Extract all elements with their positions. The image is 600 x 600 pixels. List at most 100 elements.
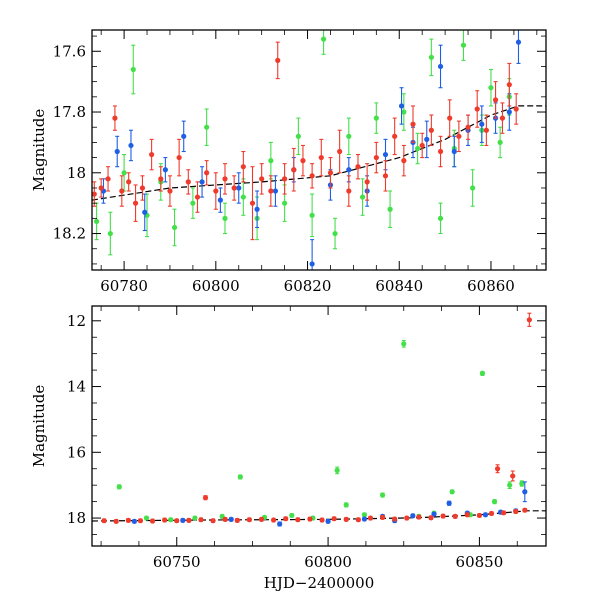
- data-point-green: [295, 133, 301, 139]
- data-point-green: [143, 515, 150, 521]
- data-point-green: [192, 515, 198, 521]
- data-point-red: [494, 466, 501, 472]
- data-point-red: [204, 170, 210, 176]
- data-point-red: [379, 514, 386, 520]
- data-point-red: [510, 473, 516, 479]
- data-point-red: [331, 516, 337, 522]
- y-tick-label: 12: [67, 312, 86, 330]
- data-point-red: [526, 317, 532, 323]
- data-point-red: [125, 517, 131, 523]
- axes-frame: [91, 29, 547, 271]
- data-point-green: [121, 170, 127, 176]
- data-point-blue: [382, 151, 389, 158]
- y-tick-label: 18: [67, 164, 86, 182]
- data-point-red: [98, 185, 104, 191]
- data-point-green: [414, 145, 421, 152]
- data-point-red: [186, 517, 192, 523]
- data-point-green: [107, 230, 113, 237]
- x-tick-label: 60800: [304, 553, 352, 571]
- data-point-red: [506, 82, 512, 88]
- data-point-red: [282, 176, 288, 182]
- plot-area: [92, 312, 546, 527]
- data-point-red: [465, 124, 471, 130]
- data-point-blue: [228, 516, 234, 522]
- data-point-green: [373, 115, 379, 121]
- data-point-red: [416, 514, 422, 520]
- data-point-red: [194, 194, 201, 200]
- data-point-red: [428, 127, 434, 133]
- data-point-green: [343, 502, 349, 508]
- y-tick-label: 18.2: [53, 225, 86, 243]
- data-point-green: [168, 517, 174, 523]
- data-point-red: [300, 158, 306, 164]
- data-point-blue: [424, 136, 430, 142]
- data-point-red: [522, 507, 528, 513]
- data-point-red: [382, 173, 389, 179]
- data-point-red: [307, 516, 313, 522]
- data-point-blue: [277, 521, 283, 527]
- data-point-red: [419, 142, 425, 149]
- data-point-red: [222, 516, 228, 522]
- data-point-blue: [479, 121, 485, 127]
- data-point-red: [428, 515, 434, 521]
- x-tick-label: 60780: [100, 277, 148, 295]
- data-point-green: [171, 224, 178, 231]
- data-point-green: [387, 206, 393, 212]
- data-point-blue: [437, 63, 444, 70]
- series-red: [101, 312, 532, 524]
- data-point-blue: [346, 167, 352, 173]
- data-point-green: [346, 133, 352, 139]
- data-point-red: [259, 176, 265, 182]
- data-point-red: [488, 510, 495, 517]
- series-blue: [100, 30, 522, 270]
- data-point-red: [275, 57, 281, 63]
- plot-area: [92, 30, 546, 270]
- data-point-red: [437, 148, 444, 155]
- data-point-red: [355, 517, 361, 523]
- data-point-red: [176, 154, 182, 161]
- data-point-blue: [114, 148, 120, 155]
- data-point-blue: [181, 133, 187, 139]
- data-point-red: [291, 167, 297, 173]
- data-point-red: [240, 164, 246, 170]
- data-point-blue: [128, 142, 134, 149]
- data-point-red: [268, 188, 274, 194]
- data-point-red: [198, 517, 204, 523]
- data-point-red: [231, 185, 237, 191]
- series-red: [92, 41, 519, 241]
- data-point-green: [204, 124, 210, 130]
- x-tick-label: 60750: [153, 553, 201, 571]
- data-point-green: [470, 185, 476, 191]
- data-point-red: [440, 513, 446, 519]
- data-point-green: [401, 341, 407, 347]
- data-point-red: [364, 179, 370, 185]
- data-point-green: [93, 218, 100, 224]
- data-point-red: [234, 517, 240, 523]
- data-point-red: [404, 515, 410, 521]
- data-point-red: [295, 517, 301, 523]
- data-point-green: [289, 512, 295, 519]
- data-point-red: [246, 517, 252, 523]
- data-point-green: [309, 212, 315, 218]
- data-point-green: [401, 109, 407, 115]
- series-green: [93, 30, 512, 256]
- data-point-blue: [431, 511, 437, 517]
- y-tick-label: 16: [67, 443, 86, 461]
- x-tick-label: 60850: [456, 553, 504, 571]
- data-point-green: [437, 215, 444, 221]
- data-point-red: [126, 179, 132, 185]
- data-point-red: [355, 164, 361, 170]
- data-point-red: [210, 518, 216, 524]
- data-point-green: [190, 200, 196, 206]
- data-point-blue: [506, 109, 512, 115]
- data-point-blue: [272, 188, 279, 194]
- data-point-blue: [522, 489, 528, 495]
- data-point-red: [499, 115, 506, 121]
- data-point-green: [130, 66, 136, 73]
- data-point-red: [410, 121, 416, 127]
- data-point-red: [401, 158, 407, 164]
- data-point-red: [283, 516, 289, 522]
- x-axis-label: HJD−2400000: [264, 574, 375, 592]
- data-point-green: [379, 492, 386, 498]
